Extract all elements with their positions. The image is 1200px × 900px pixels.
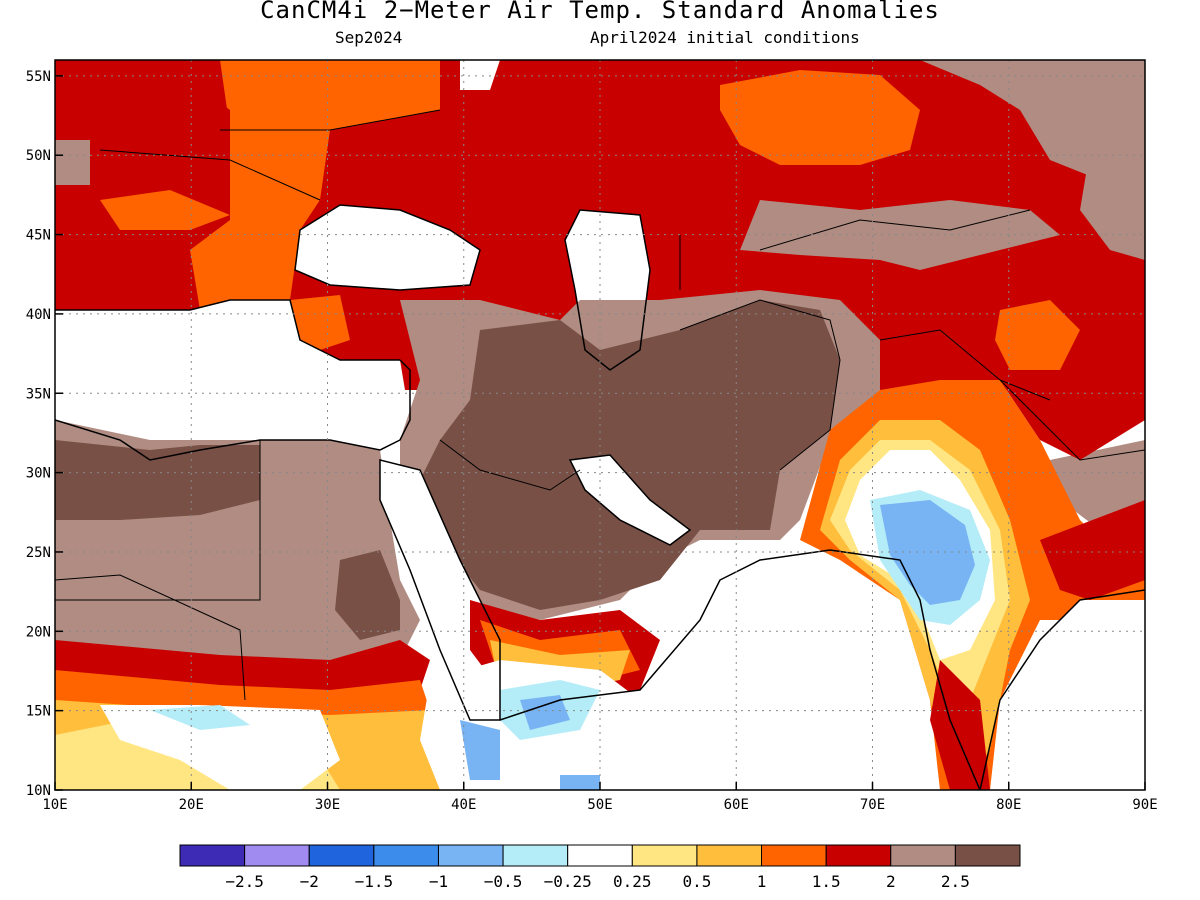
coastline-north-africa: [55, 359, 411, 461]
arabian-sea: [600, 550, 980, 790]
coastline-arabian-sea: [499, 549, 981, 790]
border-saudi-north: [439, 439, 581, 491]
lon-tick-label: 30E: [315, 797, 340, 813]
coastlines: [55, 204, 1145, 790]
anomaly-region-tibet: [995, 300, 1080, 370]
colorbar-swatch: [696, 844, 763, 867]
anomaly-region-gulf-aden-cold: [560, 775, 600, 790]
colorbar-label: 1.5: [812, 872, 841, 891]
anomaly-region-mongolia: [1080, 150, 1145, 260]
colorbar-label: −0.25: [544, 872, 592, 891]
colorbar-label: 2: [886, 872, 896, 891]
forecast-month: Sep2024: [335, 28, 403, 47]
anomaly-region-sudan: [335, 550, 400, 640]
bay-of-bengal: [1000, 600, 1145, 790]
initial-conditions: April2024 initial conditions: [590, 28, 860, 47]
anomaly-region-europe: [190, 60, 440, 310]
border-iran: [679, 299, 841, 471]
colorbar-label: −1.5: [355, 872, 394, 891]
colorbar-label: −1: [429, 872, 448, 891]
borders: [55, 109, 1145, 701]
anomaly-region-chad: [100, 705, 340, 790]
colorbar-label: 2.5: [941, 872, 970, 891]
border-central-europe: [99, 149, 321, 201]
black-sea: [295, 205, 480, 290]
colorbar-label: 0.25: [613, 872, 652, 891]
colorbar-swatch: [179, 844, 246, 867]
colorbar-swatch: [502, 844, 569, 867]
lat-lon-grid: [55, 60, 1145, 790]
coastline-red-sea: [379, 459, 501, 721]
lat-tick-label: 25N: [26, 545, 51, 561]
map-title: CanCM4i 2−Meter Air Temp. Standard Anoma…: [260, 0, 940, 24]
lat-tick-label: 45N: [26, 228, 51, 244]
coastline-bay-bengal: [979, 589, 1145, 790]
lat-tick-label: 55N: [26, 69, 51, 85]
colorbar-swatch: [954, 844, 1021, 867]
lat-tick-label: 35N: [26, 386, 51, 402]
border-kashmir: [879, 329, 1051, 401]
anomaly-region-india-cold: [880, 500, 975, 605]
anomaly-region-central-europe: [55, 90, 230, 170]
white-patch-baltic: [460, 60, 500, 90]
colorbar-swatch: [631, 844, 698, 867]
lat-tick-label: 15N: [26, 704, 51, 720]
anomaly-region-himalaya: [1000, 360, 1145, 460]
border-nepal: [999, 379, 1145, 461]
lat-tick-label: 20N: [26, 624, 51, 640]
colorbar-swatch: [308, 844, 375, 867]
mediterranean-sea: [55, 300, 410, 460]
colorbar-label: 0.5: [682, 872, 711, 891]
colorbar-swatch: [373, 844, 439, 867]
border-central-asia: [759, 209, 1031, 251]
anomaly-region-turkey: [290, 295, 350, 350]
lon-tick-label: 60E: [724, 797, 749, 813]
border-chad: [55, 574, 246, 701]
colorbar-swatch: [825, 844, 892, 867]
coastline-persian-gulf: [568, 454, 692, 546]
anomaly-region-kazakhstan: [720, 70, 920, 165]
anomaly-region-central-asia: [740, 200, 1060, 270]
red-sea: [380, 460, 500, 720]
persian-gulf: [570, 455, 690, 545]
colorbar-swatch: [890, 844, 956, 867]
colorbar: −2.5 −2 −1.5 −1 −0.5 −0.25 0.25 0.5 1 1.5 2 2.5: [179, 844, 1021, 891]
anomaly-region-libya: [55, 440, 260, 520]
lon-tick-label: 90E: [1132, 797, 1157, 813]
anomaly-region-bangladesh: [1040, 500, 1145, 600]
lat-tick-label: 40N: [26, 307, 51, 323]
coastline-north-med: [55, 299, 400, 361]
colorbar-label: −2.5: [225, 872, 264, 891]
coastline-caspian: [564, 209, 651, 371]
colorbar-label: −0.5: [484, 872, 523, 891]
lat-tick-label: 30N: [26, 466, 51, 482]
lat-tick-label: 50N: [26, 148, 51, 164]
anomaly-region-arabia: [420, 300, 840, 610]
lon-tick-label: 80E: [996, 797, 1021, 813]
colorbar-swatch: [437, 844, 504, 867]
colorbar-swatch: [567, 844, 633, 867]
lon-tick-label: 70E: [860, 797, 885, 813]
anomaly-region-balkans: [100, 190, 230, 230]
border-egypt-libya: [55, 440, 261, 601]
lon-tick-label: 40E: [451, 797, 476, 813]
colorbar-label: 1: [757, 872, 767, 891]
anomaly-region-south-india: [930, 660, 990, 790]
lon-tick-label: 20E: [179, 797, 204, 813]
anomaly-region-eritrea-cold: [460, 720, 500, 780]
border-eastern-europe: [220, 109, 441, 131]
lon-tick-label: 50E: [587, 797, 612, 813]
lon-tick-label: 10E: [42, 797, 67, 813]
colorbar-label: −2: [300, 872, 319, 891]
anomaly-region-chad-cool: [150, 705, 250, 730]
colorbar-swatch: [244, 844, 310, 867]
anomaly-region-siberia: [920, 60, 1145, 180]
lat-tick-label: 10N: [26, 783, 51, 799]
colorbar-swatch: [761, 844, 827, 867]
anomaly-region-horn-cold: [520, 695, 570, 730]
axis-ticks: 10E 20E 30E 40E 50E 60E 70E 80E 90E 10N 15N 20N 25N 3…: [26, 69, 1158, 813]
coastline-black-sea: [294, 204, 481, 291]
anomaly-region-alps: [55, 140, 90, 185]
